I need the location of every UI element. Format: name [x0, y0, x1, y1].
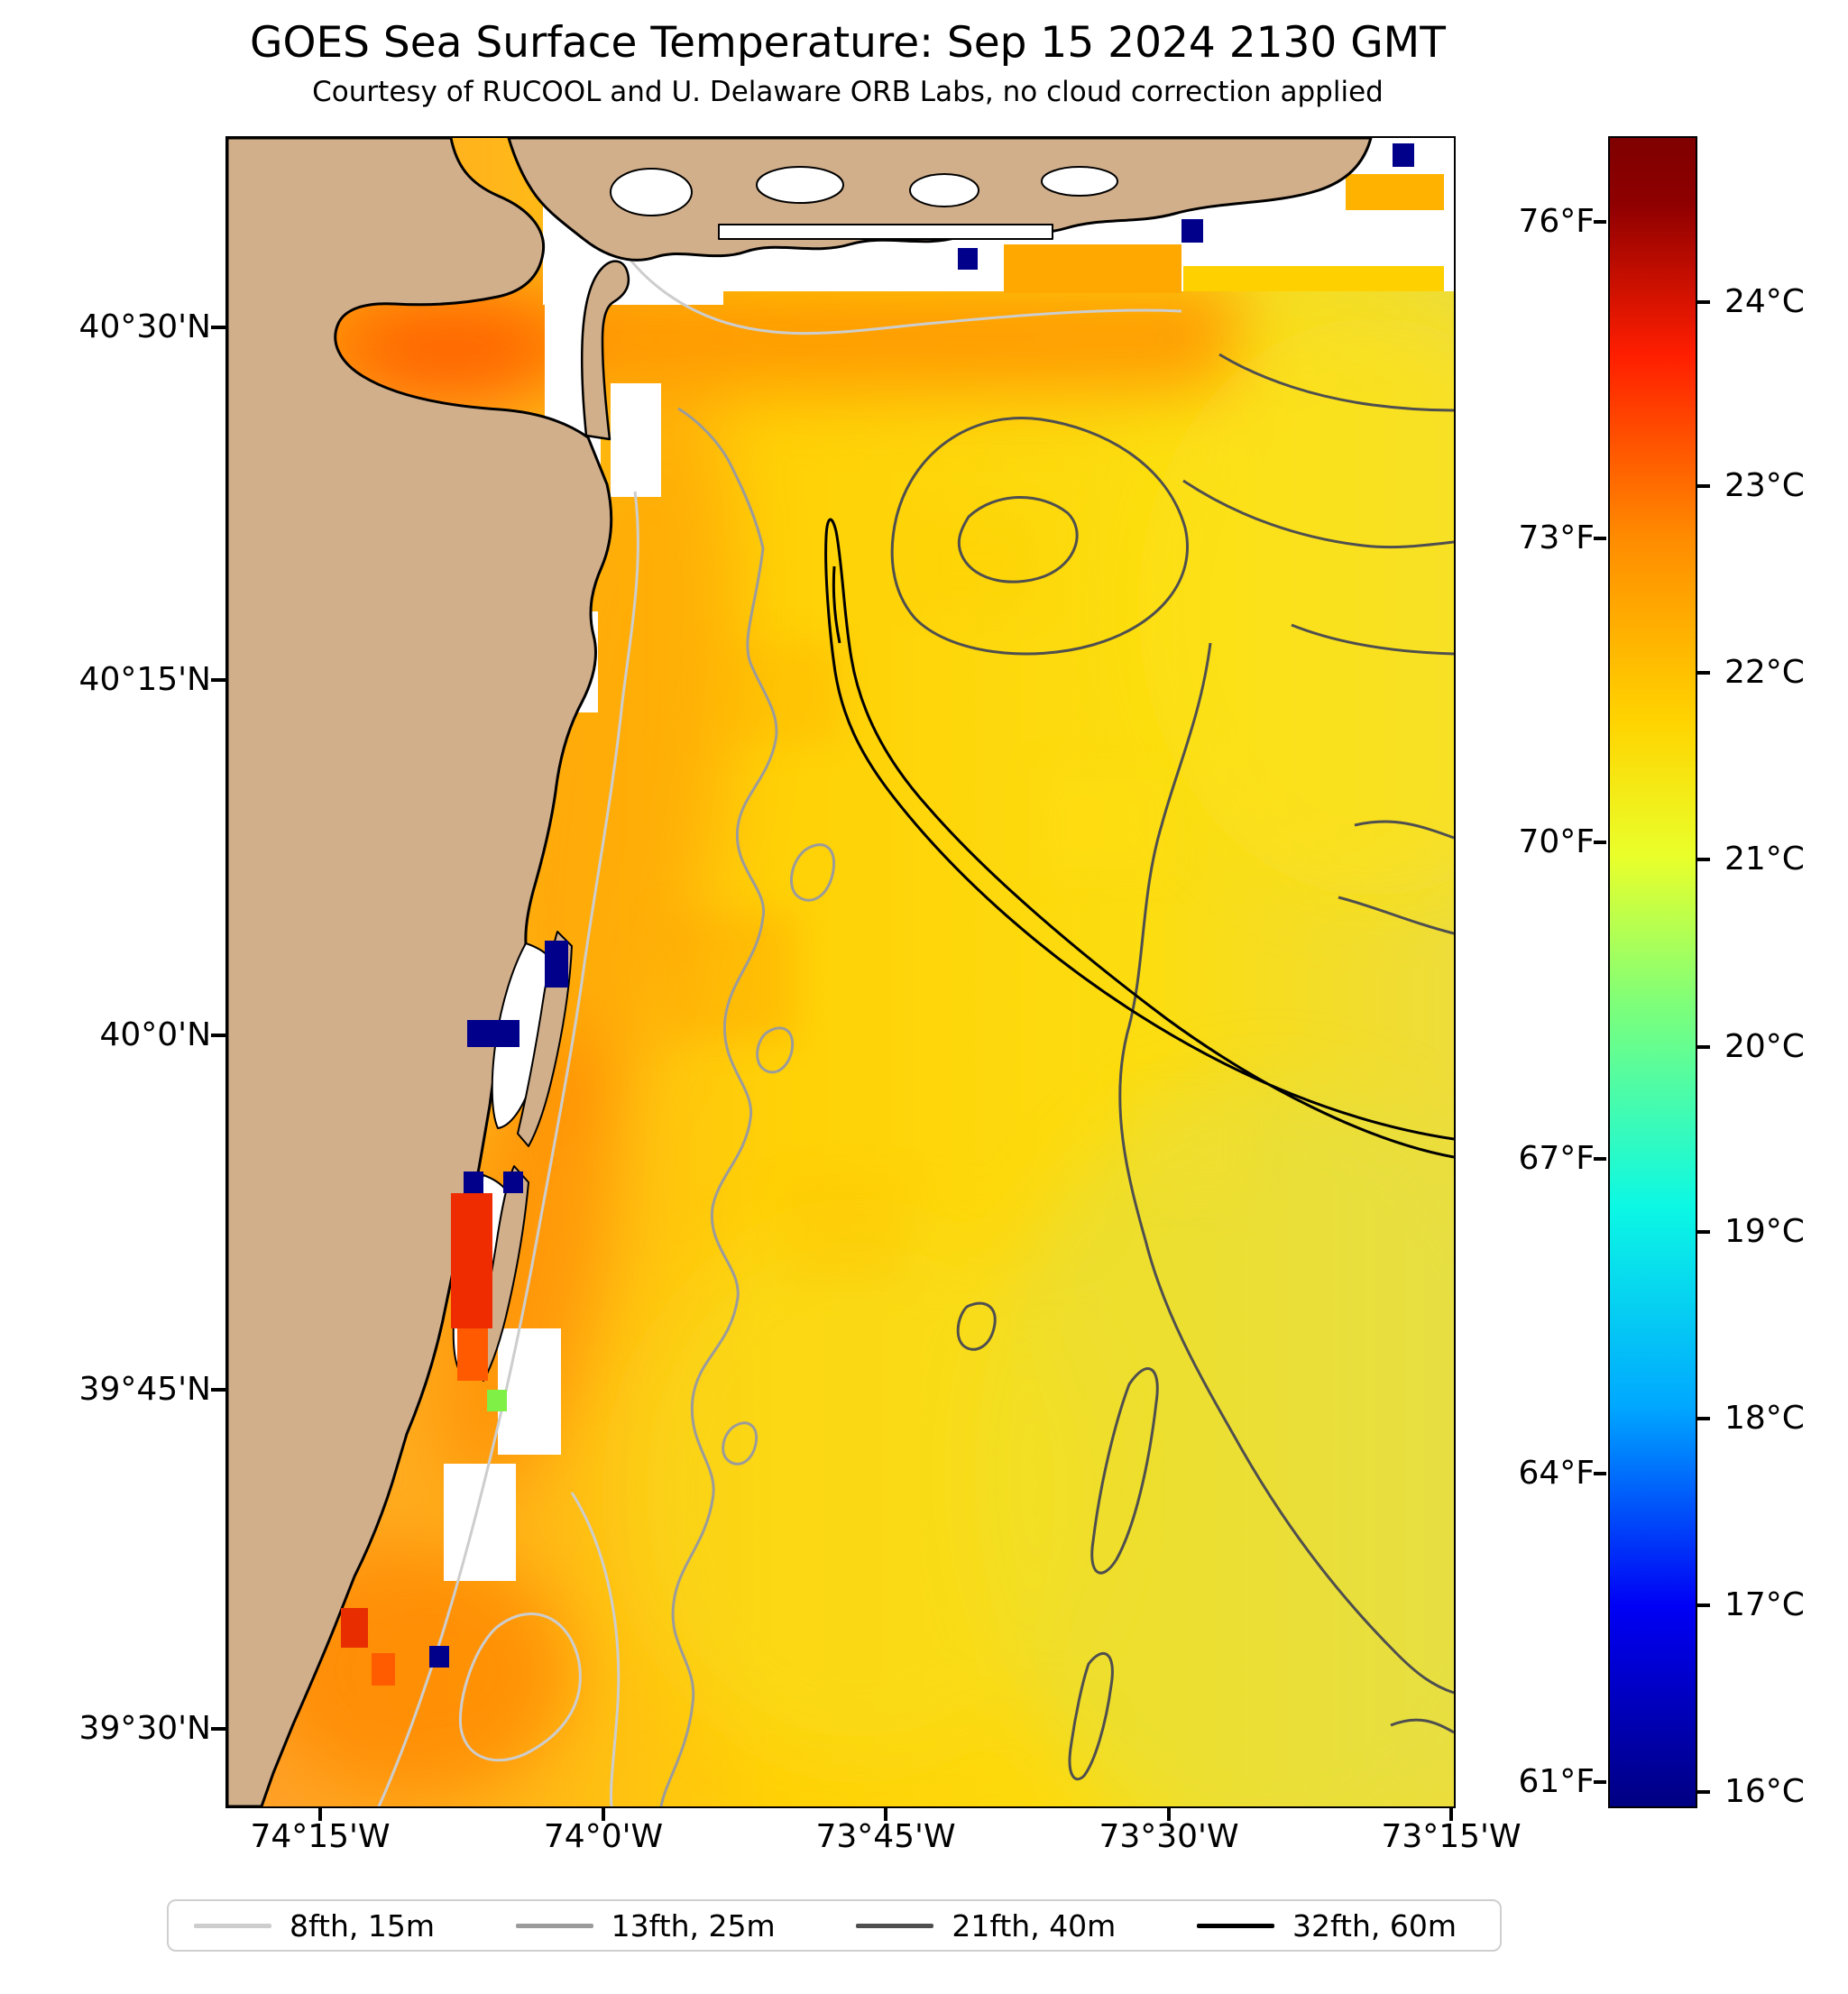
colorbar-f-tick	[1594, 537, 1606, 540]
contour-32fth-60m-hudson-shelf-valley	[824, 518, 1454, 1159]
depth-contour-legend: 8fth, 15m 13fth, 25m 21fth, 40m 32fth, 6…	[167, 1899, 1502, 1952]
long-island-bays	[610, 166, 1118, 240]
colorbar	[1608, 136, 1697, 1808]
colorbar-c-label: 24°C	[1724, 283, 1805, 320]
x-axis-tick	[318, 1806, 322, 1821]
y-axis-tick	[211, 1727, 225, 1731]
colorbar-f-label: 67°F	[1518, 1140, 1595, 1177]
colorbar-c-label: 16°C	[1724, 1773, 1805, 1810]
y-axis-tick	[211, 1034, 225, 1037]
x-tick-label: 74°0'W	[543, 1818, 664, 1855]
legend-item-40m: 21fth, 40m	[856, 1908, 1116, 1943]
sst-map	[225, 136, 1456, 1808]
x-axis-tick	[1449, 1806, 1453, 1821]
x-tick-label: 73°45'W	[815, 1818, 956, 1855]
sst-warm-patches	[227, 282, 1454, 1806]
colorbar-c-label: 18°C	[1724, 1400, 1805, 1437]
colorbar-c-tick	[1696, 484, 1710, 488]
page-subtitle: Courtesy of RUCOOL and U. Delaware ORB L…	[312, 76, 1384, 108]
y-tick-label: 40°15'N	[78, 661, 211, 698]
y-tick-label: 40°0'N	[99, 1016, 211, 1053]
colorbar-c-tick	[1696, 1417, 1710, 1420]
legend-label: 8fth, 15m	[290, 1907, 436, 1943]
x-axis-tick	[602, 1806, 605, 1821]
colorbar-c-tick	[1696, 1790, 1710, 1794]
colorbar-c-tick	[1696, 300, 1710, 304]
x-axis-tick	[1167, 1806, 1171, 1821]
cloud-flagged-pixels	[429, 143, 1414, 1668]
x-axis-tick	[884, 1806, 887, 1821]
contour-line-sample-25m	[515, 1923, 593, 1928]
legend-label: 13fth, 25m	[611, 1907, 776, 1943]
y-tick-label: 39°45'N	[78, 1371, 211, 1408]
page-title: GOES Sea Surface Temperature: Sep 15 202…	[250, 18, 1446, 68]
y-axis-tick	[211, 1388, 225, 1392]
x-tick-label: 74°15'W	[250, 1818, 391, 1855]
legend-item-15m: 8fth, 15m	[194, 1908, 435, 1943]
colorbar-c-tick	[1696, 1603, 1710, 1607]
y-axis-tick	[211, 678, 225, 682]
land	[227, 138, 1373, 1806]
colorbar-f-tick	[1594, 1157, 1606, 1161]
colorbar-f-label: 64°F	[1518, 1455, 1595, 1492]
contour-21fth-40m	[890, 353, 1454, 1781]
contour-line-sample-15m	[194, 1923, 271, 1928]
colorbar-f-tick	[1594, 1472, 1606, 1475]
colorbar-c-tick	[1696, 1045, 1710, 1049]
contour-line-sample-60m	[1196, 1923, 1274, 1928]
colorbar-c-tick	[1696, 671, 1710, 675]
legend-label: 21fth, 40m	[952, 1907, 1117, 1943]
colorbar-f-label: 61°F	[1518, 1763, 1595, 1800]
colorbar-c-tick	[1696, 1230, 1710, 1234]
isolated-data-pixels	[1004, 174, 1444, 293]
colorbar-f-tick	[1594, 841, 1606, 844]
contour-8fth-15m	[377, 173, 1182, 1806]
sst-map-canvas	[227, 138, 1454, 1806]
colorbar-f-label: 73°F	[1518, 519, 1595, 556]
sandy-hook-spit	[580, 260, 630, 441]
colorbar-c-label: 20°C	[1724, 1028, 1805, 1065]
y-axis-tick	[211, 326, 225, 329]
sst-pixel-texture	[660, 517, 1255, 1283]
colorbar-f-label: 76°F	[1518, 203, 1595, 240]
colorbar-c-label: 17°C	[1724, 1586, 1805, 1623]
colorbar-c-tick	[1696, 858, 1710, 861]
colorbar-f-tick	[1594, 1780, 1606, 1784]
contour-line-sample-40m	[856, 1923, 934, 1928]
colorbar-f-label: 70°F	[1518, 823, 1595, 860]
y-tick-label: 40°30'N	[78, 308, 211, 345]
anomalous-green-pixel	[487, 1390, 507, 1411]
legend-item-60m: 32fth, 60m	[1196, 1907, 1457, 1943]
colorbar-c-label: 21°C	[1724, 841, 1805, 878]
y-tick-label: 39°30'N	[78, 1710, 211, 1747]
legend-label: 32fth, 60m	[1292, 1907, 1457, 1943]
new-jersey-mainland	[227, 138, 613, 1806]
colorbar-c-label: 22°C	[1724, 654, 1805, 691]
x-tick-label: 73°30'W	[1099, 1818, 1239, 1855]
colorbar-f-tick	[1594, 220, 1606, 224]
contour-13fth-25m	[659, 407, 836, 1806]
x-tick-label: 73°15'W	[1381, 1818, 1522, 1855]
colorbar-c-label: 23°C	[1724, 467, 1805, 504]
warm-sst-pixels	[341, 1193, 492, 1686]
legend-item-25m: 13fth, 25m	[515, 1907, 776, 1943]
colorbar-c-label: 19°C	[1724, 1213, 1805, 1250]
